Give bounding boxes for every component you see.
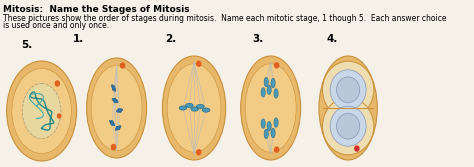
Ellipse shape bbox=[163, 56, 226, 160]
Text: 4.: 4. bbox=[327, 34, 338, 44]
Ellipse shape bbox=[330, 106, 366, 146]
Ellipse shape bbox=[117, 109, 123, 112]
Circle shape bbox=[57, 114, 61, 118]
Ellipse shape bbox=[115, 126, 121, 130]
Ellipse shape bbox=[109, 120, 115, 126]
Ellipse shape bbox=[267, 85, 271, 95]
Text: Mitosis:  Name the Stages of Mitosis: Mitosis: Name the Stages of Mitosis bbox=[3, 5, 190, 14]
Ellipse shape bbox=[319, 56, 377, 160]
Ellipse shape bbox=[261, 88, 265, 97]
Circle shape bbox=[197, 61, 201, 66]
Ellipse shape bbox=[264, 77, 268, 87]
Ellipse shape bbox=[185, 103, 193, 108]
Ellipse shape bbox=[264, 129, 268, 139]
Ellipse shape bbox=[7, 61, 77, 161]
Ellipse shape bbox=[167, 64, 221, 152]
Ellipse shape bbox=[271, 78, 275, 88]
Ellipse shape bbox=[116, 126, 120, 130]
Text: 2.: 2. bbox=[165, 34, 176, 44]
Ellipse shape bbox=[261, 119, 265, 128]
Ellipse shape bbox=[274, 118, 278, 127]
Ellipse shape bbox=[197, 104, 204, 109]
Ellipse shape bbox=[114, 98, 116, 103]
Ellipse shape bbox=[267, 122, 271, 131]
Ellipse shape bbox=[179, 106, 187, 110]
Ellipse shape bbox=[91, 65, 142, 150]
Text: 1.: 1. bbox=[73, 34, 84, 44]
Ellipse shape bbox=[337, 113, 360, 139]
Ellipse shape bbox=[245, 64, 296, 152]
Ellipse shape bbox=[274, 89, 278, 98]
Ellipse shape bbox=[330, 70, 366, 110]
Ellipse shape bbox=[112, 98, 118, 103]
Ellipse shape bbox=[111, 121, 113, 125]
Ellipse shape bbox=[322, 98, 374, 155]
Ellipse shape bbox=[112, 86, 115, 90]
Circle shape bbox=[120, 63, 125, 68]
Circle shape bbox=[55, 81, 59, 86]
Circle shape bbox=[274, 147, 279, 152]
Circle shape bbox=[111, 144, 116, 149]
Text: is used once and only once.: is used once and only once. bbox=[3, 21, 109, 30]
Circle shape bbox=[355, 146, 359, 151]
Ellipse shape bbox=[111, 85, 116, 91]
Ellipse shape bbox=[191, 107, 199, 111]
Ellipse shape bbox=[118, 109, 121, 112]
Text: 5.: 5. bbox=[22, 40, 33, 50]
Ellipse shape bbox=[337, 77, 360, 103]
Text: These pictures show the order of stages during mitosis.  Name each mitotic stage: These pictures show the order of stages … bbox=[3, 14, 447, 23]
Ellipse shape bbox=[271, 128, 275, 138]
Ellipse shape bbox=[12, 68, 72, 153]
Text: 3.: 3. bbox=[252, 34, 264, 44]
Circle shape bbox=[197, 150, 201, 155]
Ellipse shape bbox=[322, 61, 374, 118]
Ellipse shape bbox=[202, 108, 210, 112]
Ellipse shape bbox=[87, 58, 146, 158]
Circle shape bbox=[274, 63, 279, 68]
Ellipse shape bbox=[241, 56, 301, 160]
Ellipse shape bbox=[22, 84, 61, 138]
